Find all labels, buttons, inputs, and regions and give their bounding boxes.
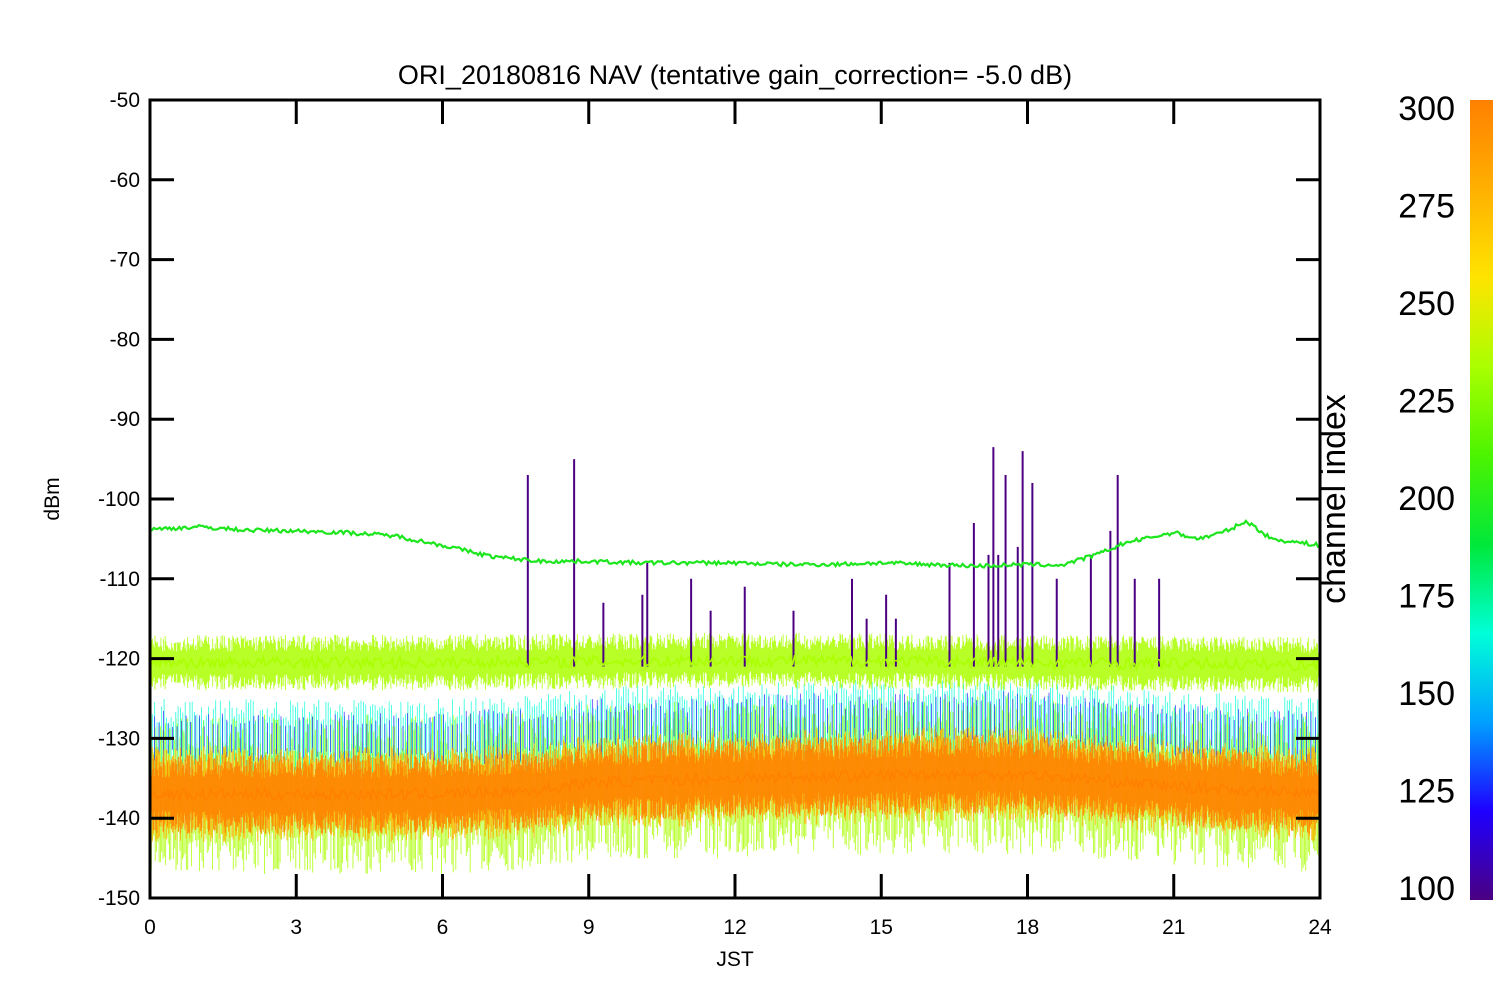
y-tick-label: -130	[98, 727, 140, 750]
colorbar-tick-label: 100	[1398, 870, 1455, 908]
y-tick-label: -90	[110, 408, 140, 431]
x-tick-label: 12	[723, 916, 746, 939]
colorbar-tick-label: 275	[1398, 188, 1455, 226]
colorbar-tick-label: 150	[1398, 675, 1455, 713]
y-tick-label: -70	[110, 249, 140, 272]
x-tick-label: 0	[144, 916, 156, 939]
x-tick-label: 15	[870, 916, 893, 939]
y-tick-label: -120	[98, 648, 140, 671]
colorbar: 300 275 250 225 200 175 150 125 100	[1398, 90, 1493, 908]
colorbar-tick-label: 125	[1398, 773, 1455, 811]
series-line-0	[150, 519, 1320, 569]
axes: -50 -60 -70 -80 -90 -100 -110 -120 -130 -140 -1500…	[98, 89, 1332, 939]
colorbar-tick-label: 250	[1398, 285, 1455, 323]
x-axis-label: JST	[716, 948, 754, 971]
noise-band-blue	[150, 691, 1320, 766]
x-tick-label: 18	[1016, 916, 1039, 939]
plot-area	[150, 447, 1320, 874]
x-tick-label: 24	[1308, 916, 1332, 939]
y-axis-label: dBm	[41, 477, 64, 520]
x-tick-label: 6	[437, 916, 449, 939]
y-tick-label: -50	[110, 89, 140, 112]
colorbar-ramp	[1470, 100, 1493, 900]
colorbar-tick-label: 225	[1398, 383, 1455, 421]
y-tick-label: -100	[98, 488, 140, 511]
noise-band-mid	[150, 679, 1320, 778]
y-tick-label: -110	[100, 568, 140, 591]
y-tick-label: -60	[110, 169, 140, 192]
y-tick-label: -150	[98, 887, 140, 910]
x-tick-label: 3	[290, 916, 302, 939]
series-line-2	[150, 766, 1320, 803]
y-tick-label: -80	[110, 328, 140, 351]
chart-title: ORI_20180816 NAV (tentative gain_correct…	[398, 60, 1072, 90]
colorbar-tick-label: 175	[1398, 578, 1455, 616]
colorbar-tick-label: 200	[1398, 480, 1455, 518]
series-line-1	[150, 653, 1320, 672]
x-tick-label: 21	[1162, 916, 1185, 939]
colorbar-tick-label: 300	[1398, 90, 1455, 128]
x-tick-label: 9	[583, 916, 595, 939]
y-tick-label: -140	[98, 807, 140, 830]
colorbar-label: channel index	[1315, 394, 1353, 604]
